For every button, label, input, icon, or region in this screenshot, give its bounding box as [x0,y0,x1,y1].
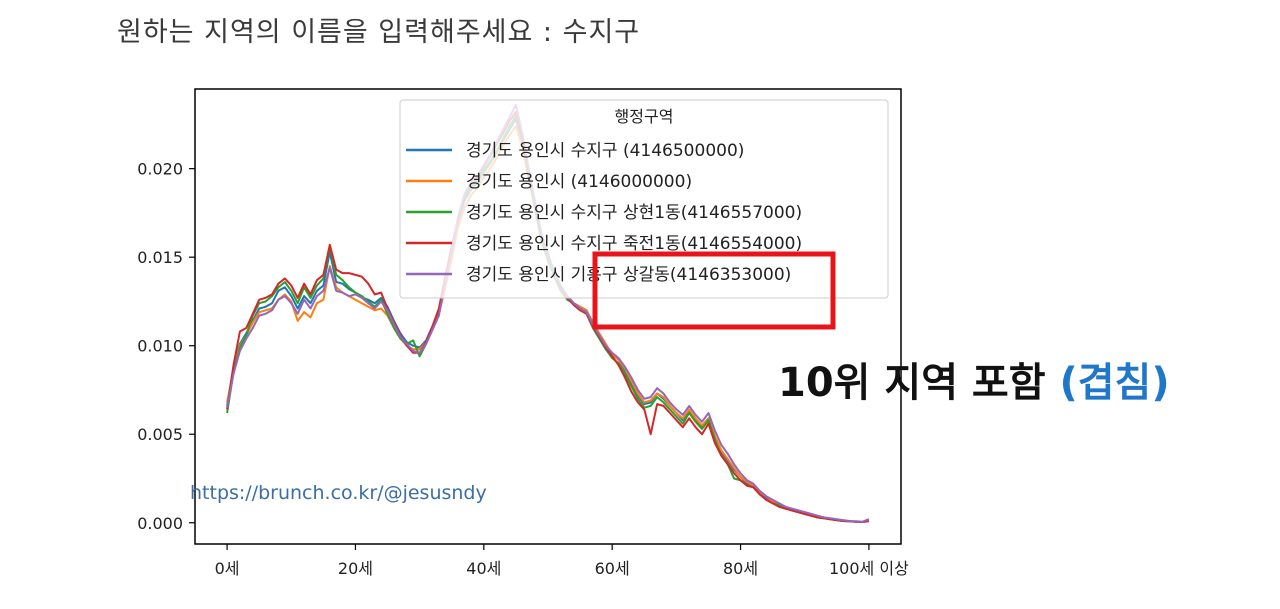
callout-main: 10위 지역 포함 [778,360,1046,406]
y-tick-label: 0.000 [137,514,183,533]
y-tick-label: 0.015 [137,248,183,267]
y-tick-label: 0.005 [137,425,183,444]
legend-title: 행정구역 [615,107,674,126]
x-tick-label: 60세 [595,559,630,578]
plot-frame [194,88,902,545]
x-tick-label: 100세 이상 [829,559,909,578]
prompt-text: 원하는 지역의 이름을 입력해주세요 : 수지구 [117,17,641,48]
x-axis: 0세 20세 40세 60세 80세 100세 이상 [215,544,909,578]
highlight-box [592,251,836,330]
x-tick-label: 20세 [338,559,373,578]
y-axis: 0.000 0.005 0.010 0.015 0.020 [137,160,195,533]
watermark-link[interactable]: https://brunch.co.kr/@jesusndy [190,482,487,504]
legend: 행정구역 경기도 용인시 수지구 (4146500000) 경기도 용인시 (41… [399,99,889,299]
callout-text: 10위 지역 포함 (겹침) [778,350,1170,408]
y-tick-label: 0.010 [137,337,183,356]
legend-label-5: 경기도 용인시 기흥구 상갈동(4146353000) [466,265,791,285]
legend-box [399,99,889,299]
x-tick-label: 80세 [723,559,758,578]
x-tick-label: 40세 [466,559,501,578]
legend-label-1: 경기도 용인시 수지구 (4146500000) [466,141,744,161]
callout-paren: (겹침) [1059,360,1170,406]
x-tick-label: 0세 [215,559,240,578]
legend-label-2: 경기도 용인시 (4146000000) [466,172,692,192]
legend-label-4: 경기도 용인시 수지구 죽전1동(4146554000) [466,234,802,254]
legend-label-3: 경기도 용인시 수지구 상현1동(4146557000) [466,203,802,223]
y-tick-label: 0.020 [137,160,183,179]
